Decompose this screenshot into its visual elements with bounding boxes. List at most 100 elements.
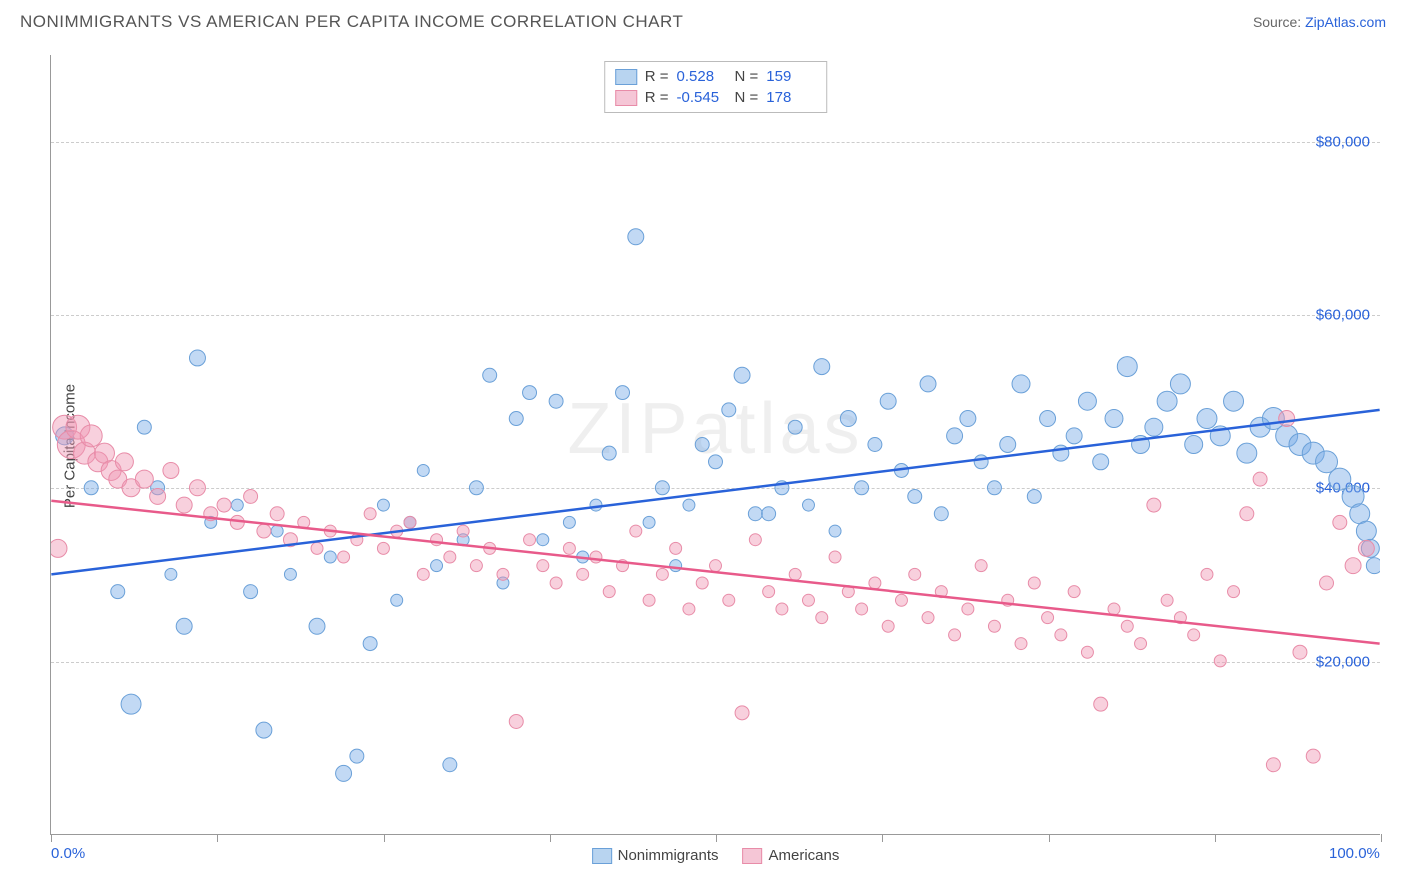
x-tick bbox=[716, 834, 717, 842]
source-link[interactable]: ZipAtlas.com bbox=[1305, 14, 1386, 30]
r-value-americans: -0.545 bbox=[677, 89, 727, 106]
scatter-point bbox=[271, 525, 283, 537]
scatter-point bbox=[922, 612, 934, 624]
scatter-point bbox=[962, 603, 974, 615]
scatter-point bbox=[895, 594, 907, 606]
scatter-point bbox=[880, 393, 896, 409]
scatter-point bbox=[443, 758, 457, 772]
scatter-point bbox=[869, 577, 881, 589]
legend-label-americans: Americans bbox=[769, 847, 840, 864]
scatter-point bbox=[509, 714, 523, 728]
scatter-point bbox=[829, 525, 841, 537]
scatter-point bbox=[683, 603, 695, 615]
scatter-point bbox=[1157, 391, 1177, 411]
scatter-plot-svg bbox=[51, 55, 1380, 834]
scatter-point bbox=[1214, 655, 1226, 667]
legend-item-americans: Americans bbox=[743, 847, 840, 864]
scatter-point bbox=[722, 403, 736, 417]
stats-swatch-nonimmigrants bbox=[615, 69, 637, 85]
scatter-point bbox=[509, 412, 523, 426]
scatter-point bbox=[1055, 629, 1067, 641]
scatter-point bbox=[1253, 472, 1267, 486]
x-tick bbox=[1215, 834, 1216, 842]
legend-swatch-nonimmigrants bbox=[592, 848, 612, 864]
scatter-point bbox=[51, 539, 67, 557]
scatter-point bbox=[377, 499, 389, 511]
scatter-point bbox=[563, 542, 575, 554]
scatter-point bbox=[163, 462, 179, 478]
scatter-point bbox=[364, 508, 376, 520]
scatter-point bbox=[1028, 577, 1040, 589]
scatter-point bbox=[115, 453, 133, 471]
r-label: R = bbox=[645, 89, 669, 106]
scatter-point bbox=[590, 551, 602, 563]
scatter-point bbox=[311, 542, 323, 554]
scatter-point bbox=[829, 551, 841, 563]
scatter-point bbox=[137, 420, 151, 434]
scatter-point bbox=[1068, 586, 1080, 598]
scatter-point bbox=[150, 488, 166, 504]
scatter-point bbox=[1121, 620, 1133, 632]
scatter-point bbox=[1306, 749, 1320, 763]
scatter-point bbox=[431, 560, 443, 572]
scatter-point bbox=[1094, 697, 1108, 711]
legend-swatch-americans bbox=[743, 848, 763, 864]
scatter-point bbox=[723, 594, 735, 606]
scatter-point bbox=[696, 577, 708, 589]
scatter-point bbox=[404, 516, 416, 528]
scatter-point bbox=[816, 612, 828, 624]
scatter-point bbox=[363, 637, 377, 651]
scatter-point bbox=[338, 551, 350, 563]
x-tick bbox=[882, 834, 883, 842]
scatter-point bbox=[377, 542, 389, 554]
scatter-point bbox=[431, 534, 443, 546]
scatter-point bbox=[749, 534, 761, 546]
x-tick bbox=[1381, 834, 1382, 842]
scatter-point bbox=[655, 481, 669, 495]
correlation-stats-box: R = 0.528 N = 159 R = -0.545 N = 178 bbox=[604, 61, 828, 113]
scatter-point bbox=[257, 524, 271, 538]
scatter-point bbox=[111, 585, 125, 599]
scatter-point bbox=[1145, 418, 1163, 436]
scatter-point bbox=[616, 386, 630, 400]
x-tick-label: 100.0% bbox=[1329, 845, 1380, 862]
scatter-point bbox=[1135, 638, 1147, 650]
scatter-point bbox=[909, 568, 921, 580]
scatter-point bbox=[709, 455, 723, 469]
scatter-point bbox=[947, 428, 963, 444]
scatter-point bbox=[975, 560, 987, 572]
scatter-point bbox=[590, 499, 602, 511]
scatter-point bbox=[1237, 443, 1257, 463]
scatter-point bbox=[1197, 409, 1217, 429]
scatter-point bbox=[577, 568, 589, 580]
scatter-point bbox=[1105, 410, 1123, 428]
source-attribution: Source: ZipAtlas.com bbox=[1253, 14, 1386, 30]
scatter-point bbox=[1188, 629, 1200, 641]
scatter-point bbox=[1147, 498, 1161, 512]
scatter-point bbox=[734, 367, 750, 383]
scatter-point bbox=[244, 585, 258, 599]
x-tick bbox=[217, 834, 218, 842]
scatter-point bbox=[537, 534, 549, 546]
n-label: N = bbox=[735, 68, 759, 85]
x-tick bbox=[1049, 834, 1050, 842]
scatter-point bbox=[856, 603, 868, 615]
scatter-point bbox=[789, 568, 801, 580]
x-tick-label: 0.0% bbox=[51, 845, 85, 862]
scatter-point bbox=[84, 481, 98, 495]
scatter-point bbox=[1015, 638, 1027, 650]
scatter-point bbox=[630, 525, 642, 537]
scatter-point bbox=[550, 577, 562, 589]
n-value-nonimmigrants: 159 bbox=[766, 68, 816, 85]
scatter-point bbox=[1320, 576, 1334, 590]
scatter-point bbox=[284, 568, 296, 580]
scatter-point bbox=[814, 359, 830, 375]
scatter-point bbox=[417, 464, 429, 476]
scatter-point bbox=[735, 706, 749, 720]
scatter-point bbox=[710, 560, 722, 572]
scatter-point bbox=[1345, 558, 1361, 574]
scatter-point bbox=[1279, 411, 1295, 427]
scatter-point bbox=[603, 586, 615, 598]
scatter-point bbox=[350, 749, 364, 763]
scatter-point bbox=[762, 507, 776, 521]
